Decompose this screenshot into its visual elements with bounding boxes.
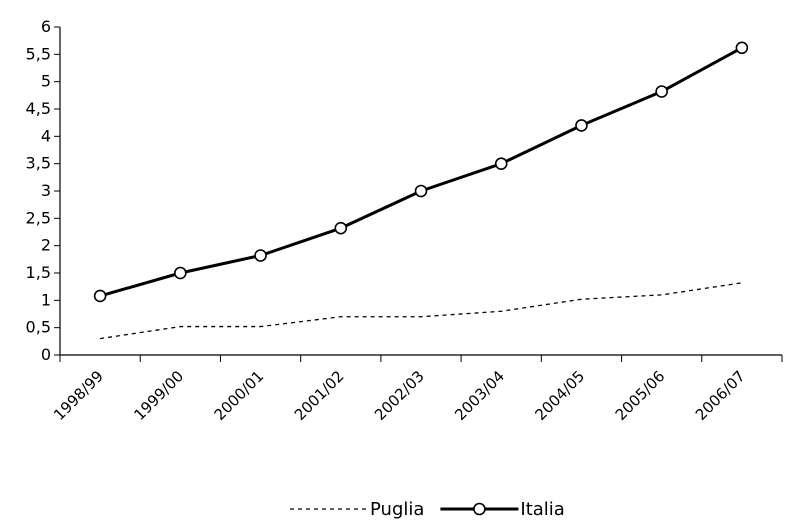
- y-tick-label: 5,5: [26, 44, 51, 63]
- y-axis-ticks: 0 0,5 1 1,5 2 2,5 3 3,5 4 4,5 5 5,5 6: [26, 17, 60, 364]
- y-tick-label: 1: [41, 290, 51, 309]
- x-tick-label: 2005/06: [612, 367, 669, 424]
- series-line-puglia: [100, 282, 742, 340]
- x-axis-ticks: 1998/99 1999/00 2000/01 2001/02 2002/03 2003/…: [50, 355, 783, 424]
- y-tick-label: 3,5: [26, 154, 51, 173]
- data-point-italia: [254, 249, 267, 262]
- y-tick-label: 2,5: [26, 208, 51, 227]
- x-tick-label: 2004/05: [531, 367, 588, 424]
- data-point-italia: [174, 266, 187, 280]
- y-tick-label: 0,5: [26, 318, 51, 337]
- x-tick-label: 2006/07: [692, 367, 749, 424]
- data-point-italia: [494, 157, 508, 170]
- data-point-italia: [655, 85, 668, 98]
- y-tick-label: 3: [41, 181, 51, 200]
- data-point-italia: [575, 119, 588, 132]
- legend-label-puglia: Puglia: [370, 499, 424, 520]
- y-tick-label: 4,5: [26, 99, 51, 118]
- legend: Puglia Italia: [290, 499, 565, 520]
- x-tick-label: 2001/02: [291, 367, 348, 424]
- data-point-italia: [93, 289, 107, 303]
- x-tick-label: 1999/00: [130, 367, 187, 424]
- data-point-italia: [414, 184, 428, 198]
- x-tick-label: 2003/04: [451, 367, 508, 424]
- series-line-italia: [99, 46, 743, 298]
- data-point-italia: [735, 41, 749, 55]
- y-tick-label: 0: [41, 345, 51, 364]
- x-tick-label: 1998/99: [50, 367, 107, 424]
- y-tick-label: 6: [41, 17, 51, 36]
- legend-label-italia: Italia: [520, 499, 564, 520]
- x-tick-label: 2002/03: [371, 367, 428, 424]
- legend-marker-italia: [473, 502, 486, 516]
- series-layer: [93, 41, 749, 340]
- data-point-italia: [334, 221, 348, 235]
- x-tick-label: 2000/01: [211, 367, 268, 424]
- y-tick-label: 1,5: [26, 263, 51, 282]
- y-tick-label: 5: [41, 72, 51, 91]
- y-tick-label: 2: [41, 236, 51, 255]
- y-tick-label: 4: [41, 126, 51, 145]
